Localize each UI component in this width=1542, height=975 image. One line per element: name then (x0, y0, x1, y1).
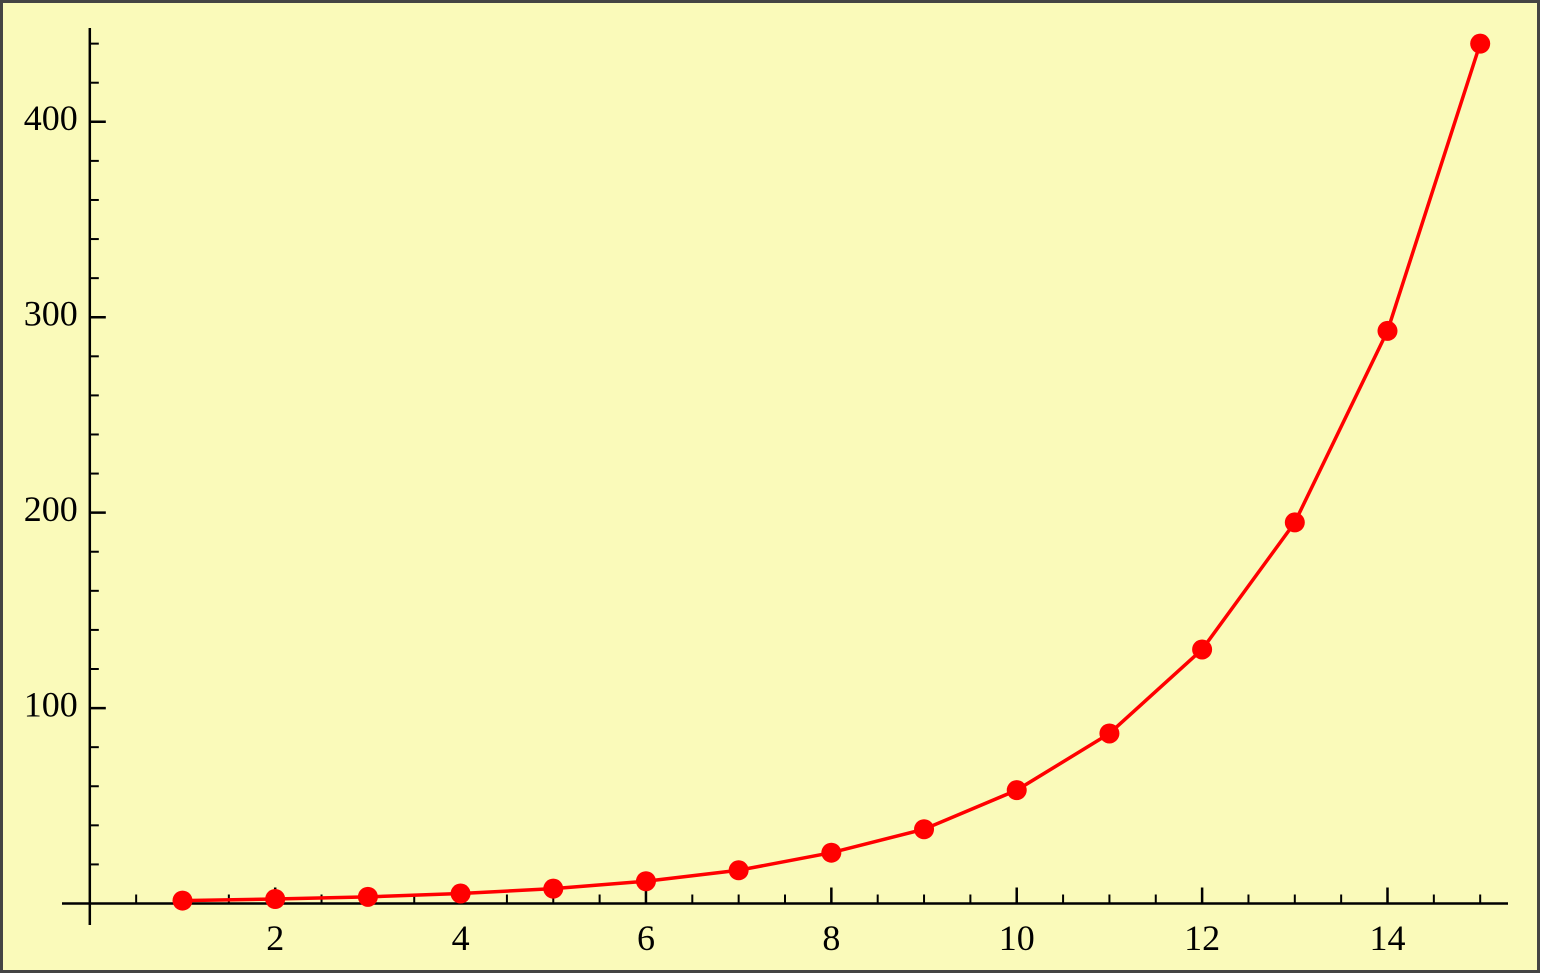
x-tick-label: 12 (1184, 918, 1220, 958)
y-tick-label: 400 (24, 98, 78, 138)
x-tick-label: 14 (1370, 918, 1406, 958)
y-tick-label: 200 (24, 489, 78, 529)
y-tick-label: 100 (24, 684, 78, 724)
data-point (450, 883, 471, 904)
x-tick-label: 4 (452, 918, 470, 958)
data-point (265, 889, 286, 910)
data-point (357, 886, 378, 907)
data-point (1377, 320, 1398, 341)
data-point (635, 871, 656, 892)
data-point (1099, 723, 1120, 744)
data-point (914, 819, 935, 840)
data-point (1006, 780, 1027, 801)
x-tick-label: 10 (999, 918, 1035, 958)
data-point (543, 878, 564, 899)
data-point (1284, 512, 1305, 533)
data-point (1192, 639, 1213, 660)
data-point (821, 842, 842, 863)
y-tick-label: 300 (24, 293, 78, 333)
data-point (728, 860, 749, 881)
data-point (172, 890, 193, 911)
x-tick-label: 8 (822, 918, 840, 958)
x-tick-label: 6 (637, 918, 655, 958)
x-tick-label: 2 (266, 918, 284, 958)
data-point (1470, 33, 1491, 54)
